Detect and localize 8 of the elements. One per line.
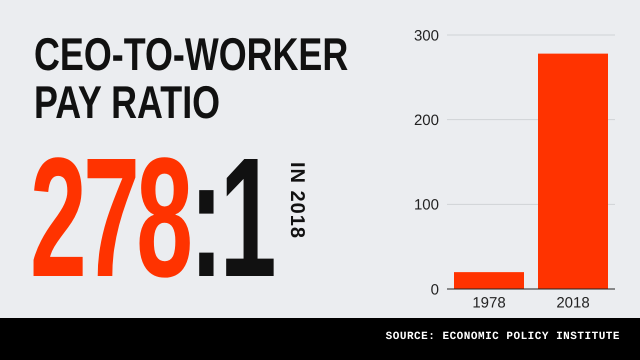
x-tick-label: 2018 [556, 294, 590, 312]
y-tick-label: 300 [414, 27, 439, 44]
y-tick-label: 0 [430, 281, 439, 298]
y-tick-label: 100 [414, 196, 439, 214]
y-tick-label: 200 [414, 112, 439, 129]
x-tick-label: 1978 [472, 294, 506, 312]
text: IN 2018 [285, 162, 308, 240]
source-note: SOURCE: ECONOMIC POLICY INSTITUTE [386, 331, 620, 343]
